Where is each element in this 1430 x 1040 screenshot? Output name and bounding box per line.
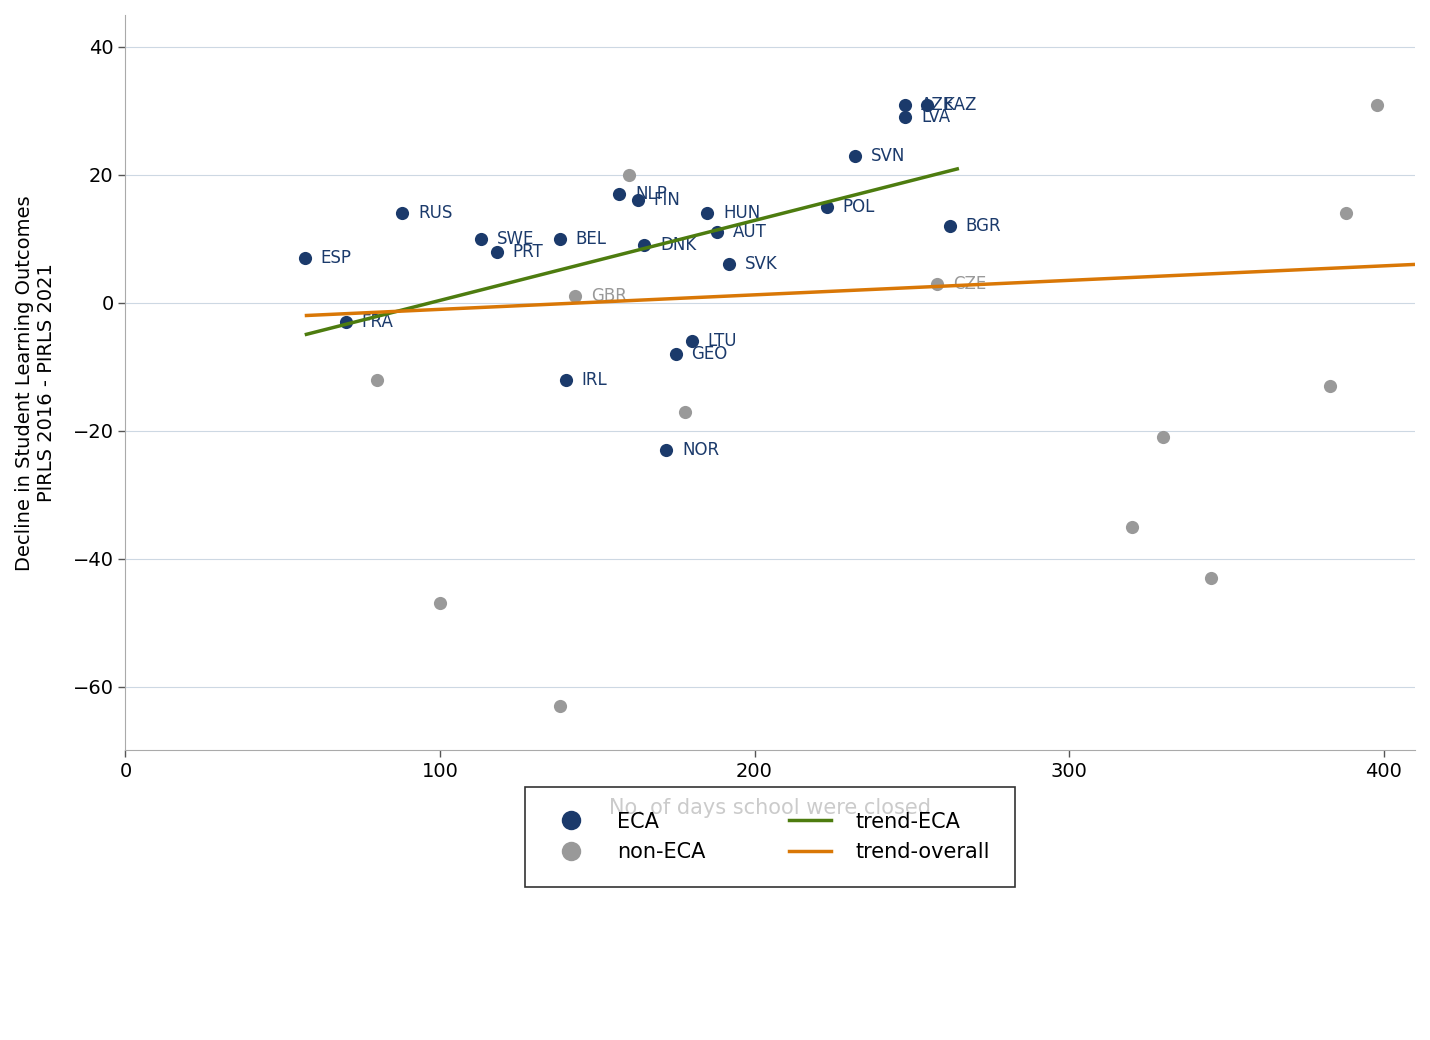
Point [608,186,631,203]
Point [674,404,696,420]
Point [894,109,917,126]
Point [925,276,948,292]
Text: BGR: BGR [965,217,1001,235]
Point [718,256,741,272]
Point [618,166,641,183]
Text: SVN: SVN [871,147,905,164]
Text: NOR: NOR [682,441,719,459]
Text: CZE: CZE [952,275,985,292]
Point [1318,378,1341,394]
Point [390,205,413,222]
Text: DNK: DNK [661,236,696,254]
Text: HUN: HUN [724,204,761,223]
X-axis label: No. of days school were closed: No. of days school were closed [609,798,931,817]
Point [366,371,389,388]
Text: ESP: ESP [320,249,352,267]
Point [665,345,688,362]
Point [429,595,452,612]
Text: KAZ: KAZ [944,96,977,113]
Point [555,371,578,388]
Point [696,205,719,222]
Text: SWE: SWE [496,230,533,248]
Point [917,97,940,113]
Text: GEO: GEO [692,345,728,363]
Point [633,237,656,254]
Text: FIN: FIN [654,191,681,209]
Point [1153,428,1175,445]
Text: BEL: BEL [575,230,606,248]
Point [705,224,728,240]
Point [1121,518,1144,535]
Point [844,148,867,164]
Point [563,288,586,305]
Text: LTU: LTU [708,332,736,350]
Text: POL: POL [842,198,875,216]
Point [815,199,838,215]
Point [1366,97,1389,113]
Point [938,217,961,234]
Text: AUT: AUT [732,224,766,241]
Text: IRL: IRL [582,370,608,389]
Text: SVK: SVK [745,256,778,274]
Text: RUS: RUS [418,204,452,223]
Point [894,97,917,113]
Point [548,231,571,248]
Text: GBR: GBR [591,287,626,306]
Text: PRT: PRT [512,242,543,261]
Text: FRA: FRA [362,313,393,331]
Point [1200,570,1223,587]
Point [655,442,678,459]
Point [469,231,492,248]
Text: LVA: LVA [921,108,951,126]
Point [485,243,508,260]
Legend: ECA, non-ECA, trend-ECA, trend-overall: ECA, non-ECA, trend-ECA, trend-overall [525,786,1015,887]
Point [626,192,649,209]
Point [548,698,571,714]
Point [335,314,358,331]
Point [1334,205,1357,222]
Text: NLP: NLP [635,185,666,203]
Y-axis label: Decline in Student Learning Outcomes
PIRLS 2016 - PIRLS 2021: Decline in Student Learning Outcomes PIR… [14,194,56,571]
Point [681,333,704,349]
Point [293,250,316,266]
Text: AZE: AZE [921,96,954,113]
